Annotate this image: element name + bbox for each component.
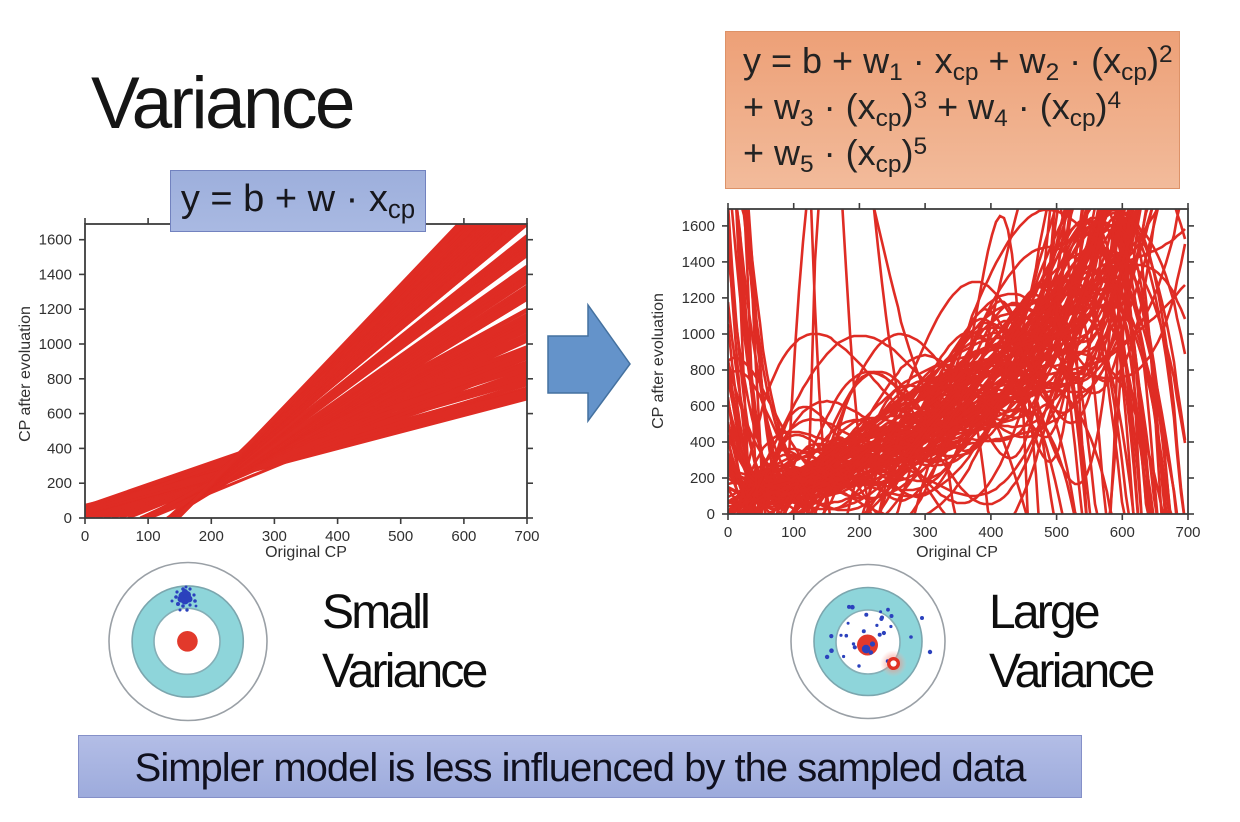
svg-text:200: 200 (199, 528, 224, 545)
svg-text:800: 800 (47, 371, 72, 388)
svg-text:300: 300 (913, 524, 938, 541)
svg-text:100: 100 (781, 524, 806, 541)
svg-text:500: 500 (388, 528, 413, 545)
svg-text:800: 800 (690, 362, 715, 379)
svg-text:600: 600 (451, 528, 476, 545)
svg-text:0: 0 (707, 506, 715, 523)
svg-text:600: 600 (1110, 524, 1135, 541)
svg-text:1000: 1000 (39, 336, 72, 353)
svg-text:400: 400 (325, 528, 350, 545)
svg-text:100: 100 (136, 528, 161, 545)
svg-text:1000: 1000 (682, 326, 715, 343)
svg-text:600: 600 (47, 406, 72, 423)
svg-text:200: 200 (690, 470, 715, 487)
svg-text:0: 0 (81, 528, 89, 545)
svg-text:1400: 1400 (39, 266, 72, 283)
svg-text:600: 600 (690, 398, 715, 415)
svg-text:200: 200 (847, 524, 872, 541)
svg-text:1600: 1600 (39, 232, 72, 249)
svg-text:CP after evoluation: CP after evoluation (17, 306, 34, 442)
svg-text:Original CP: Original CP (265, 544, 347, 561)
svg-text:1400: 1400 (682, 254, 715, 271)
svg-text:CP after evoluation: CP after evoluation (650, 293, 667, 429)
svg-text:Original CP: Original CP (916, 544, 998, 561)
svg-text:1200: 1200 (39, 301, 72, 318)
svg-text:1200: 1200 (682, 290, 715, 307)
svg-text:400: 400 (47, 440, 72, 457)
svg-text:400: 400 (978, 524, 1003, 541)
svg-text:1600: 1600 (682, 218, 715, 235)
svg-text:0: 0 (64, 510, 72, 527)
svg-text:200: 200 (47, 475, 72, 492)
svg-text:700: 700 (1175, 524, 1200, 541)
svg-text:0: 0 (724, 524, 732, 541)
svg-text:300: 300 (262, 528, 287, 545)
svg-text:700: 700 (514, 528, 539, 545)
svg-text:500: 500 (1044, 524, 1069, 541)
svg-text:400: 400 (690, 434, 715, 451)
